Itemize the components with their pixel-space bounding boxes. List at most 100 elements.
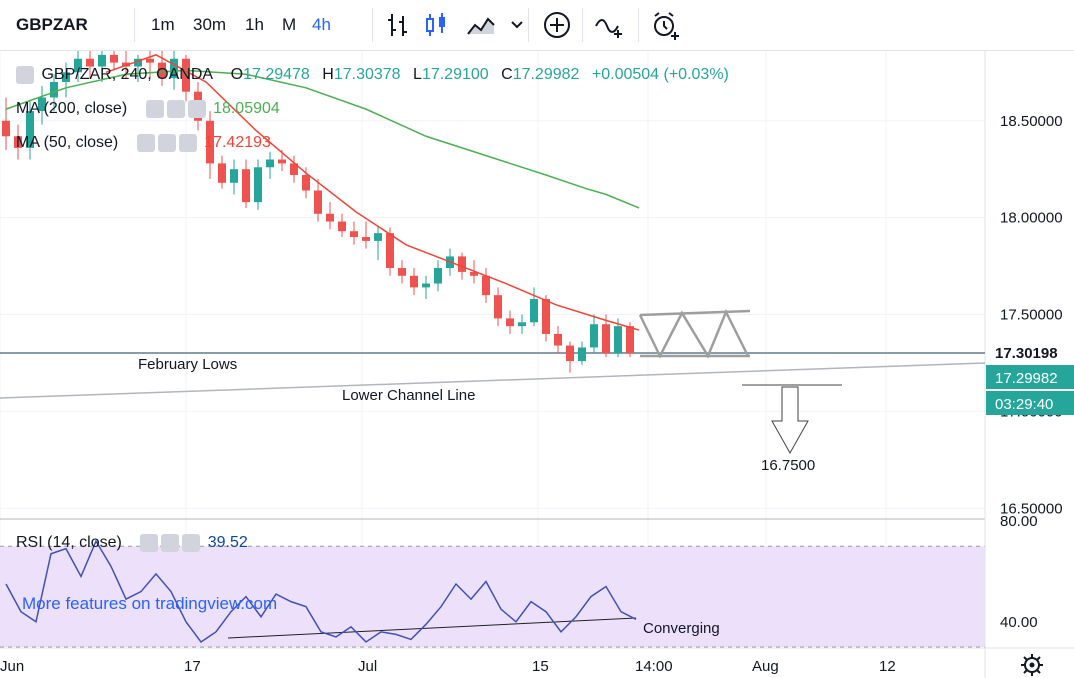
ma200-legend-label: MA (200, close) bbox=[16, 100, 128, 118]
watermark-link[interactable]: More features on tradingview.com bbox=[22, 594, 277, 613]
candle bbox=[602, 314, 610, 358]
candle bbox=[326, 202, 334, 230]
candle bbox=[434, 260, 442, 292]
ma50-legend-label: MA (50, close) bbox=[16, 134, 119, 152]
last-line-tag bbox=[986, 340, 1074, 364]
candle bbox=[14, 124, 22, 160]
ma200-line[interactable] bbox=[5, 69, 640, 209]
high-value: 17.30378 bbox=[333, 66, 401, 84]
candle bbox=[374, 225, 382, 261]
candle bbox=[86, 51, 94, 79]
interval-30m[interactable]: 30m bbox=[193, 15, 227, 34]
candle bbox=[422, 275, 430, 300]
candle bbox=[170, 51, 178, 90]
rsi-tick: 40.00 bbox=[1000, 614, 1038, 631]
toolbar-divider bbox=[638, 8, 639, 42]
lower-channel-label: Lower Channel Line bbox=[342, 387, 475, 404]
eye-icon[interactable] bbox=[136, 134, 155, 152]
change-value: +0.00504 (+0.03%) bbox=[591, 66, 729, 84]
lower-channel-line[interactable] bbox=[0, 362, 986, 399]
rsi-tick: 80.00 bbox=[1000, 513, 1038, 530]
candle bbox=[266, 151, 274, 179]
candle bbox=[98, 51, 106, 83]
open-value: 17.29478 bbox=[243, 66, 310, 84]
candle bbox=[254, 159, 262, 210]
time-tick: Jul bbox=[358, 658, 377, 675]
close-icon[interactable] bbox=[187, 100, 206, 118]
symbol-search[interactable]: GBPZAR bbox=[16, 15, 88, 34]
toolbar-divider bbox=[582, 8, 583, 42]
area-chart-icon[interactable] bbox=[466, 12, 496, 38]
main-legend[interactable]: GBP/ZAR, 240, OANDA O17.29478 H17.30378 … bbox=[16, 66, 729, 84]
toolbar-divider bbox=[528, 8, 529, 42]
target-label: 16.7500 bbox=[761, 457, 815, 474]
ma50-legend-value: 17.42193 bbox=[204, 134, 271, 152]
converging-label: Converging bbox=[643, 620, 720, 637]
candle bbox=[230, 159, 238, 195]
candlestick-icon[interactable] bbox=[424, 12, 450, 38]
rsi-legend-value: 39.52 bbox=[207, 534, 248, 552]
candle bbox=[530, 287, 538, 327]
open-label: O bbox=[230, 66, 244, 84]
ma50-legend[interactable]: MA (50, close) 17.42193 bbox=[16, 134, 271, 152]
close-icon[interactable] bbox=[178, 134, 197, 152]
candle bbox=[26, 101, 34, 160]
interval-M[interactable]: M bbox=[282, 15, 297, 34]
current-price-tag bbox=[986, 365, 1074, 389]
ma200-legend-value: 18.05904 bbox=[213, 100, 280, 118]
candle bbox=[314, 178, 322, 222]
candle bbox=[158, 51, 166, 86]
down-arrow-icon bbox=[771, 386, 809, 455]
rsi-line[interactable] bbox=[5, 539, 637, 643]
candle bbox=[206, 111, 214, 179]
time-tick: Jun bbox=[0, 658, 24, 675]
candle bbox=[110, 51, 118, 71]
rsi-legend[interactable]: RSI (14, close) 39.52 bbox=[16, 534, 248, 552]
settings-icon[interactable] bbox=[157, 134, 176, 152]
candle bbox=[398, 260, 406, 284]
candle bbox=[554, 326, 562, 354]
price-tick: 18.00000 bbox=[1000, 210, 1063, 227]
time-tick: 12 bbox=[879, 658, 896, 675]
candle bbox=[590, 314, 598, 354]
candle bbox=[542, 295, 550, 342]
interval-1m[interactable]: 1m bbox=[151, 15, 175, 34]
settings-gear-icon[interactable] bbox=[1021, 654, 1043, 676]
candle bbox=[338, 213, 346, 238]
candle bbox=[482, 268, 490, 303]
candle bbox=[62, 62, 70, 98]
bar-chart-icon[interactable] bbox=[386, 12, 412, 38]
alert-icon[interactable] bbox=[650, 10, 682, 40]
ma200-legend[interactable]: MA (200, close) 18.05904 bbox=[16, 100, 280, 118]
chevron-down-icon[interactable] bbox=[510, 18, 524, 32]
chart-area[interactable]: February Lows Lower Channel Line 16.7500… bbox=[0, 51, 1074, 678]
ma50-line[interactable] bbox=[105, 54, 640, 331]
candle bbox=[566, 341, 574, 373]
add-compare-icon[interactable] bbox=[542, 10, 572, 40]
time-tick: 17 bbox=[184, 658, 201, 675]
candle bbox=[410, 268, 418, 296]
indicators-icon[interactable] bbox=[594, 10, 628, 40]
close-icon[interactable] bbox=[182, 534, 201, 552]
main-legend-title: GBP/ZAR, 240, OANDA bbox=[41, 66, 213, 84]
collapse-icon[interactable] bbox=[16, 66, 34, 84]
settings-icon[interactable] bbox=[161, 534, 180, 552]
candle bbox=[2, 97, 10, 150]
eye-icon[interactable] bbox=[140, 534, 159, 552]
eye-icon[interactable] bbox=[145, 100, 164, 118]
interval-1h[interactable]: 1h bbox=[245, 15, 264, 34]
price-tick: 17.50000 bbox=[1000, 307, 1063, 324]
price-tick: 18.50000 bbox=[1000, 113, 1063, 130]
interval-4h[interactable]: 4h bbox=[312, 15, 331, 34]
candle bbox=[362, 221, 370, 249]
time-tick: 14:00 bbox=[635, 658, 673, 675]
low-label: L bbox=[413, 66, 422, 84]
time-tick: 15 bbox=[532, 658, 549, 675]
settings-icon[interactable] bbox=[166, 100, 185, 118]
rsi-converging-line[interactable] bbox=[227, 617, 637, 639]
consolidation-pattern[interactable] bbox=[638, 308, 751, 359]
candle bbox=[302, 167, 310, 199]
candle bbox=[494, 287, 502, 327]
candle bbox=[218, 155, 226, 189]
